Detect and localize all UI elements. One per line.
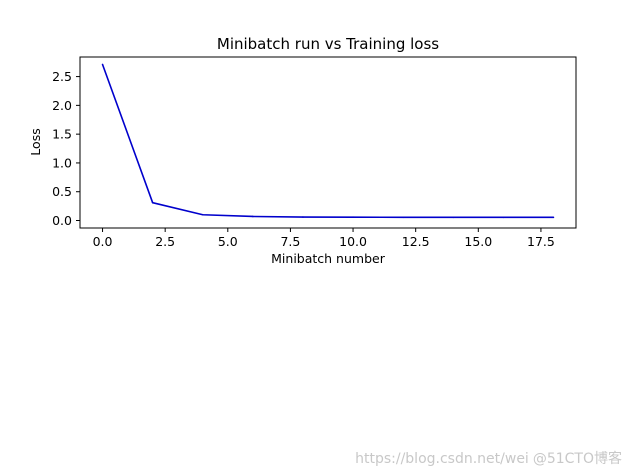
data-point [552, 216, 555, 219]
series-line-0 [101, 64, 554, 219]
y-axis-label: Loss [28, 128, 43, 155]
x-tick-label: 7.5 [280, 234, 300, 249]
x-axis-label: Minibatch number [271, 251, 386, 266]
x-axis: 0.0 2.5 5.0 7.5 10.0 12.5 15.0 17.5 [93, 228, 555, 249]
data-point [402, 216, 404, 219]
x-tick-label: 0.0 [93, 234, 113, 249]
plot-frame [79, 56, 577, 229]
x-tick-label: 15.0 [464, 234, 492, 249]
data-point [452, 216, 455, 219]
x-tick-label: 2.5 [155, 234, 175, 249]
x-tick-label: 10.0 [339, 234, 367, 249]
watermark-brand: @51CTO博客 [532, 451, 622, 467]
y-tick-label: 1.5 [52, 127, 72, 142]
y-tick-label: 0.0 [52, 213, 72, 228]
data-point [502, 216, 505, 219]
y-tick-label: 1.0 [52, 155, 72, 170]
x-tick-label: 12.5 [402, 234, 430, 249]
plot-series [101, 63, 555, 219]
watermark: https://blog.csdn.net/wei @51CTO博客 [355, 448, 622, 468]
data-point [352, 216, 354, 218]
y-tick-label: 2.5 [52, 69, 72, 84]
chart-title: Minibatch run vs Training loss [217, 35, 439, 53]
x-tick-label: 17.5 [527, 234, 555, 249]
data-point [101, 63, 104, 66]
watermark-url: https://blog.csdn.net/wei [355, 451, 529, 467]
y-tick-label: 0.5 [52, 184, 72, 199]
y-tick-label: 2.0 [52, 98, 72, 113]
data-point [252, 215, 254, 218]
x-tick-label: 5.0 [218, 234, 238, 249]
y-axis: 0.0 0.5 1.0 1.5 2.0 2.5 [52, 69, 80, 228]
data-point [302, 216, 304, 218]
data-point [151, 201, 154, 204]
data-point [201, 213, 204, 216]
